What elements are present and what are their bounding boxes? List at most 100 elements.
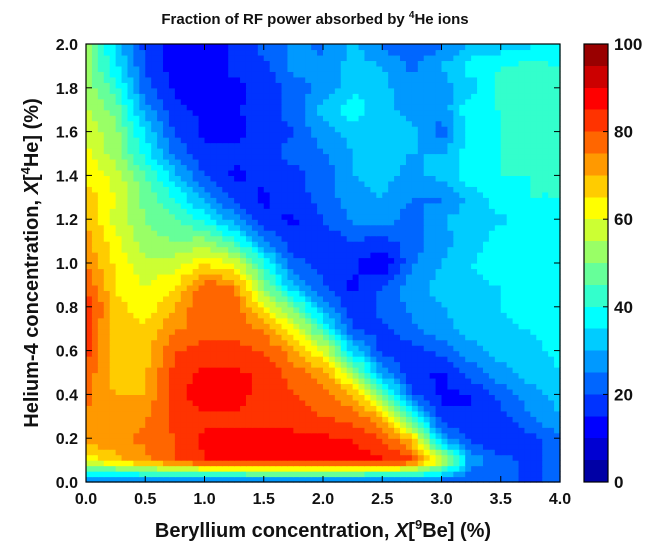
heatmap-cell: [168, 312, 176, 319]
heatmap-cell: [133, 208, 140, 215]
heatmap-cell: [281, 279, 289, 286]
heatmap-cell: [358, 427, 366, 434]
heatmap-cell: [133, 235, 140, 242]
heatmap-cell: [465, 372, 472, 379]
heatmap-cell: [453, 263, 460, 270]
heatmap-cell: [471, 306, 478, 313]
heatmap-cell: [453, 443, 460, 450]
heatmap-cell: [477, 312, 484, 319]
heatmap-cell: [323, 339, 330, 346]
heatmap-cell: [471, 438, 478, 445]
heatmap-cell: [299, 208, 306, 215]
heatmap-cell: [133, 323, 140, 330]
heatmap-cell: [86, 153, 93, 160]
heatmap-cell: [459, 241, 466, 248]
heatmap-cell: [186, 241, 194, 248]
heatmap-cell: [370, 268, 377, 275]
heatmap-cell: [269, 137, 277, 144]
heatmap-cell: [506, 208, 514, 215]
heatmap-cell: [91, 197, 99, 204]
heatmap-cell: [323, 252, 330, 259]
heatmap-cell: [447, 208, 454, 215]
heatmap-cell: [524, 175, 531, 182]
heatmap-cell: [275, 416, 283, 423]
heatmap-cell: [328, 202, 336, 209]
heatmap-cell: [198, 180, 206, 187]
heatmap-cell: [394, 169, 401, 176]
heatmap-cell: [305, 186, 312, 193]
heatmap-cell: [323, 306, 330, 313]
heatmap-cell: [411, 399, 419, 406]
heatmap-cell: [542, 410, 549, 417]
heatmap-cell: [317, 263, 324, 270]
heatmap-cell: [328, 148, 336, 155]
heatmap-cell: [299, 241, 306, 248]
heatmap-cell: [388, 268, 395, 275]
heatmap-cell: [554, 405, 561, 412]
heatmap-cell: [364, 383, 371, 390]
heatmap-cell: [512, 399, 520, 406]
heatmap-cell: [370, 465, 377, 472]
heatmap-cell: [192, 279, 200, 286]
heatmap-cell: [151, 137, 158, 144]
heatmap-cell: [317, 224, 324, 231]
heatmap-cell: [121, 279, 129, 286]
heatmap-cell: [91, 427, 99, 434]
heatmap-cell: [500, 279, 508, 286]
heatmap-cell: [405, 454, 413, 461]
heatmap-cell: [447, 394, 454, 401]
heatmap-cell: [240, 317, 247, 324]
heatmap-cell: [139, 394, 146, 401]
heatmap-cell: [186, 443, 194, 450]
heatmap-cell: [127, 454, 134, 461]
heatmap-cell: [186, 180, 194, 187]
heatmap-cell: [168, 142, 176, 149]
heatmap-cell: [180, 339, 188, 346]
heatmap-cell: [548, 252, 555, 259]
heatmap-cell: [210, 208, 217, 215]
heatmap-cell: [216, 323, 223, 330]
heatmap-cell: [447, 273, 454, 281]
heatmap-cell: [465, 460, 472, 467]
heatmap-cell: [263, 339, 271, 346]
heatmap-cell: [459, 279, 466, 286]
heatmap-cell: [334, 148, 342, 155]
heatmap-cell: [275, 284, 283, 291]
heatmap-cell: [382, 186, 389, 193]
heatmap-cell: [127, 388, 134, 395]
heatmap-cell: [323, 323, 330, 330]
heatmap-cell: [305, 235, 312, 242]
heatmap-cell: [370, 208, 377, 215]
heatmap-cell: [305, 449, 312, 456]
heatmap-cell: [346, 180, 354, 187]
heatmap-cell: [222, 345, 229, 352]
heatmap-cell: [222, 295, 229, 302]
heatmap-cell: [394, 301, 401, 308]
heatmap-cell: [240, 197, 247, 204]
heatmap-cell: [109, 372, 117, 379]
heatmap-cell: [417, 197, 425, 204]
heatmap-cell: [257, 416, 265, 423]
heatmap-cell: [163, 410, 170, 417]
heatmap-cell: [352, 169, 360, 176]
heatmap-cell: [157, 230, 164, 237]
heatmap-cell: [370, 230, 377, 237]
heatmap-cell: [103, 257, 111, 264]
heatmap-cell: [115, 268, 123, 275]
heatmap-cell: [192, 361, 200, 368]
heatmap-cell: [222, 399, 229, 406]
heatmap-cell: [180, 367, 188, 374]
heatmap-cell: [530, 394, 537, 401]
heatmap-cell: [174, 388, 182, 395]
heatmap-cell: [346, 388, 354, 395]
heatmap-cell: [186, 235, 194, 242]
heatmap-cell: [411, 158, 419, 166]
heatmap-cell: [405, 153, 413, 160]
heatmap-cell: [364, 202, 371, 209]
heatmap-cell: [435, 186, 443, 193]
heatmap-cell: [394, 383, 401, 390]
heatmap-cell: [151, 164, 158, 171]
heatmap-cell: [228, 169, 235, 176]
heatmap-cell: [168, 219, 176, 226]
heatmap-cell: [394, 405, 401, 412]
